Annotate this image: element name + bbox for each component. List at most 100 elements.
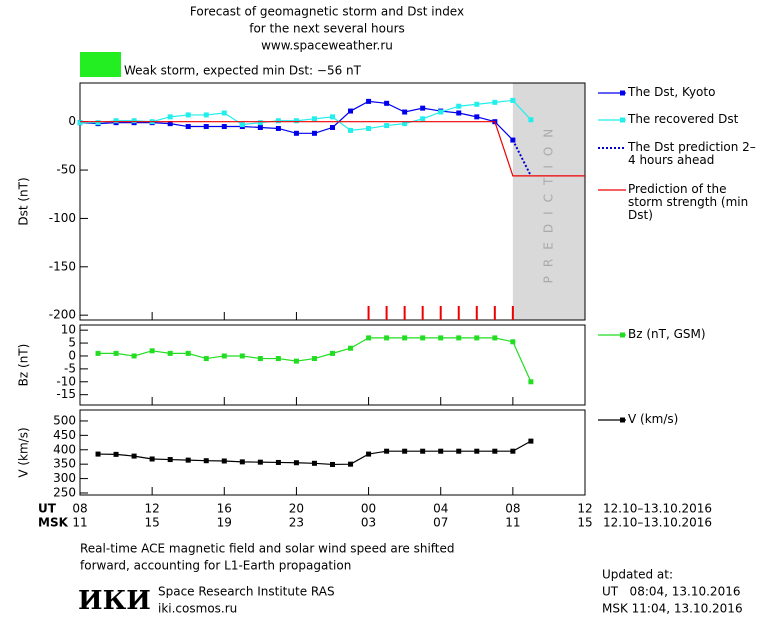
legend-label: Bz (nT, GSM) (628, 327, 706, 341)
data-point (293, 118, 299, 124)
plot-frame (79, 324, 586, 406)
data-point (492, 448, 498, 454)
data-point (167, 121, 173, 127)
data-point (167, 114, 173, 120)
data-point (185, 350, 191, 356)
data-point (113, 451, 119, 457)
y-tick-label: 5 (68, 336, 76, 350)
data-point (221, 353, 227, 359)
data-point (420, 335, 426, 341)
data-point (366, 451, 372, 457)
data-point (510, 339, 516, 345)
data-point (311, 116, 317, 122)
updated-ut: UT 08:04, 13.10.2016 (602, 585, 740, 599)
data-point (149, 348, 155, 354)
y-axis-label: Dst (nT) (17, 177, 31, 225)
data-point (348, 461, 354, 467)
x-tick-label-msk: 11 (505, 516, 520, 530)
data-point (456, 335, 462, 341)
institute: Space Research Institute RAS (158, 585, 335, 599)
data-point (492, 99, 498, 105)
legend-marker (620, 417, 625, 423)
date-range: 12.10–13.10.2016 (603, 516, 712, 530)
y-tick-label: 450 (53, 428, 76, 442)
data-point (257, 120, 263, 126)
data-point (366, 125, 372, 131)
data-point (348, 108, 354, 114)
title: www.spaceweather.ru (261, 39, 393, 53)
data-point (510, 448, 516, 454)
x-tick-label-msk: 19 (217, 516, 232, 530)
data-point (384, 448, 390, 454)
data-point (510, 97, 516, 103)
site: iki.cosmos.ru (158, 602, 237, 616)
data-point (275, 356, 281, 362)
legend-label: The Dst, Kyoto (628, 85, 716, 99)
x-tick-label-msk: 11 (72, 516, 87, 530)
y-tick-label: -5 (64, 361, 76, 375)
data-point (456, 103, 462, 109)
data-point (366, 335, 372, 341)
data-point (185, 124, 191, 130)
data-point (456, 448, 462, 454)
data-point (330, 350, 335, 356)
x-tick-label-msk: 15 (577, 516, 592, 530)
data-point (402, 109, 408, 115)
data-point (131, 353, 137, 359)
data-point (474, 335, 480, 341)
plot-frame (79, 409, 586, 496)
y-tick-label: 10 (61, 323, 76, 337)
data-point (95, 451, 101, 457)
data-point (420, 105, 426, 111)
legend-label: Prediction of the storm strength (min Ds… (628, 182, 749, 222)
storm-label: Weak storm, expected min Dst: −56 nT (124, 64, 362, 78)
data-point (131, 453, 137, 459)
data-point (330, 461, 335, 467)
data-point (203, 124, 209, 130)
data-point (311, 130, 317, 136)
data-point (348, 127, 354, 133)
y-axis-label: V (km/s) (17, 427, 31, 477)
data-point (402, 121, 408, 127)
data-point (131, 118, 137, 124)
data-point (185, 457, 191, 463)
updated: Updated at: (602, 568, 673, 582)
data-point (456, 110, 462, 116)
data-point (221, 458, 227, 464)
data-point (275, 459, 281, 465)
data-point (203, 458, 209, 464)
legend-marker (620, 90, 625, 96)
data-point (239, 353, 245, 359)
data-point (330, 124, 335, 130)
x-tick-label-msk: 23 (289, 516, 304, 530)
title: for the next several hours (249, 22, 405, 36)
y-tick-label: -200 (49, 308, 76, 322)
data-point (402, 448, 408, 454)
data-point (311, 356, 317, 362)
data-point (149, 456, 155, 462)
data-point (474, 101, 480, 107)
data-point (474, 448, 480, 454)
data-point (257, 124, 263, 130)
legend-label: The Dst prediction 2–4 hours ahead (628, 140, 756, 167)
data-point (95, 120, 101, 126)
y-tick-label: -15 (56, 387, 76, 401)
x-tick-label-msk: 03 (361, 516, 376, 530)
storm-swatch (80, 52, 121, 77)
data-point (113, 350, 119, 356)
y-tick-label: 250 (53, 485, 76, 499)
x-tick-label: 16 (217, 502, 232, 516)
data-point (95, 350, 101, 356)
data-point (420, 448, 426, 454)
data-point (293, 130, 299, 136)
x-tick-label: 00 (361, 502, 376, 516)
y-tick-label: -50 (56, 163, 76, 177)
data-point (257, 356, 263, 362)
note: forward, accounting for L1-Earth propaga… (80, 559, 351, 573)
data-point (221, 124, 227, 130)
data-point (221, 110, 227, 116)
data-point (167, 350, 173, 356)
data-point (474, 114, 480, 120)
